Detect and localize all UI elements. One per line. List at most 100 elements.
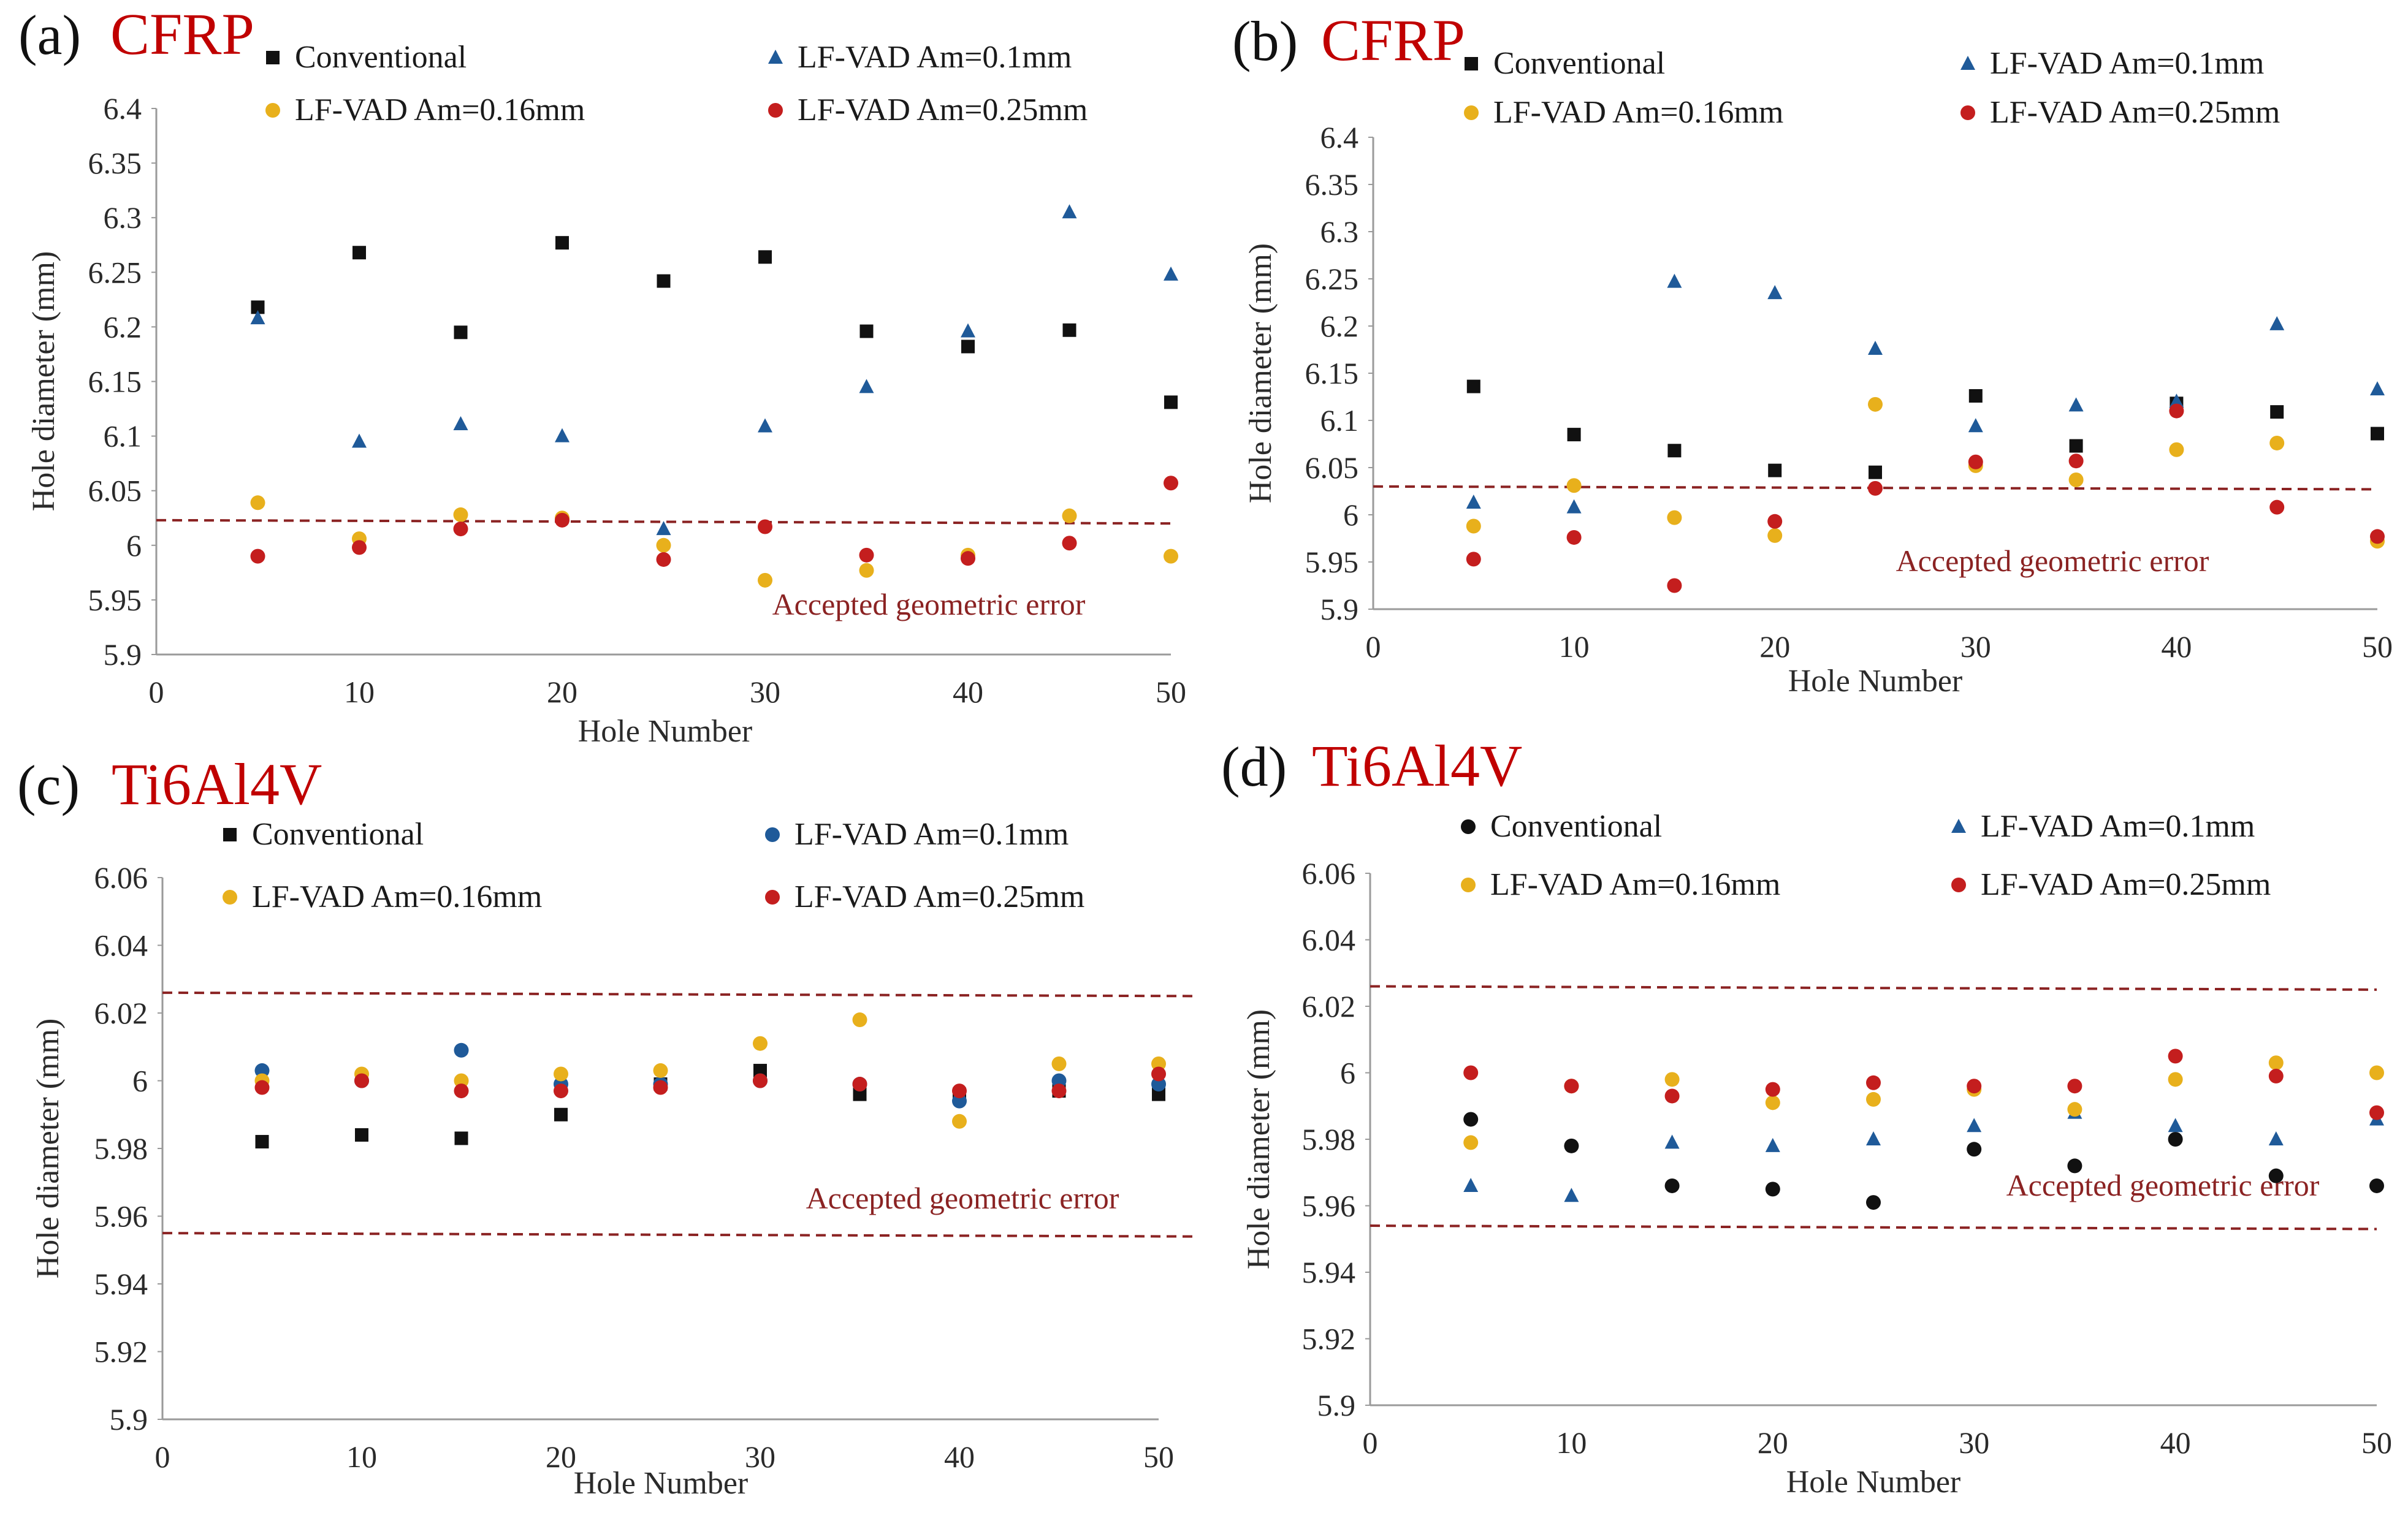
panel-title: Ti6Al4V xyxy=(112,751,322,817)
data-point xyxy=(555,512,570,528)
data-point xyxy=(1151,1077,1166,1092)
data-point xyxy=(352,246,366,260)
x-tick-label: 30 xyxy=(750,675,780,709)
x-tick-label: 0 xyxy=(149,675,164,709)
legend-marker xyxy=(1960,105,1975,120)
data-point xyxy=(961,323,975,338)
chart-panel-1: 5.9 5.95 6 6.05 6.1 6.15 6.2 6.25 6.3 6.35 6.4 0 10 2… xyxy=(18,1,1186,749)
y-tick-label: 5.92 xyxy=(1302,1322,1356,1356)
y-tick-label: 6.25 xyxy=(1305,262,1359,296)
y-tick-label: 6.15 xyxy=(1305,356,1359,390)
x-tick-label: 10 xyxy=(1559,629,1590,664)
reference-line xyxy=(156,518,1172,525)
x-axis-title: Hole Number xyxy=(578,714,752,749)
data-point xyxy=(859,324,874,338)
reference-line-label: Accepted geometric error xyxy=(1896,544,2209,578)
data-point xyxy=(1051,1083,1067,1099)
data-point xyxy=(1466,518,1481,534)
data-point xyxy=(554,1083,568,1099)
data-point xyxy=(2268,1068,2284,1083)
x-axis-title: Hole Number xyxy=(574,1466,748,1501)
data-point xyxy=(453,416,468,430)
data-point xyxy=(2269,499,2285,515)
panel-title: CFRP xyxy=(110,1,254,67)
panel-letter: (c) xyxy=(17,754,80,816)
data-point xyxy=(1567,428,1581,442)
reference-line-label: Accepted geometric error xyxy=(2006,1168,2320,1202)
y-tick-label: 5.9 xyxy=(1320,592,1359,626)
data-point xyxy=(1463,1135,1479,1150)
x-tick-label: 50 xyxy=(1143,1440,1174,1474)
y-tick-label: 6.02 xyxy=(94,996,148,1030)
data-point xyxy=(352,433,367,448)
data-point xyxy=(454,1083,469,1099)
data-point xyxy=(1767,285,1783,300)
reference-line xyxy=(1370,1224,2377,1231)
data-point xyxy=(250,495,265,510)
legend-label: Conventional xyxy=(295,40,467,75)
legend-label: LF-VAD Am=0.16mm xyxy=(252,879,542,914)
data-point xyxy=(1868,480,1883,496)
data-point xyxy=(657,274,671,288)
data-point xyxy=(656,537,671,553)
data-point xyxy=(2169,442,2184,457)
data-point xyxy=(453,522,468,537)
data-point xyxy=(254,1063,270,1078)
y-tick-label: 6.3 xyxy=(104,200,142,235)
data-point xyxy=(2370,529,2385,544)
y-tick-label: 6 xyxy=(132,1064,148,1098)
data-point xyxy=(859,547,874,563)
legend-label: LF-VAD Am=0.1mm xyxy=(1990,46,2264,81)
data-point xyxy=(1564,1138,1579,1153)
data-point xyxy=(1051,1056,1067,1071)
data-point xyxy=(1968,418,1983,433)
data-point xyxy=(1151,1066,1166,1082)
legend-label: LF-VAD Am=0.1mm xyxy=(798,40,1072,75)
data-point xyxy=(454,325,468,340)
data-point xyxy=(2371,427,2384,441)
data-point xyxy=(354,1073,369,1088)
legend-marker xyxy=(765,890,780,905)
data-point xyxy=(1151,1056,1166,1071)
data-point xyxy=(1866,1091,1881,1107)
data-point xyxy=(254,1080,270,1095)
y-tick-label: 6.3 xyxy=(1320,214,1359,249)
y-tick-label: 6.04 xyxy=(1302,923,1356,957)
data-point xyxy=(1062,508,1077,523)
data-point xyxy=(2069,439,2083,453)
data-point xyxy=(1765,1095,1780,1110)
y-tick-label: 6.4 xyxy=(104,91,142,126)
y-tick-label: 5.98 xyxy=(1302,1122,1356,1156)
data-point xyxy=(1765,1082,1780,1097)
y-tick-label: 6 xyxy=(1343,498,1358,532)
data-point xyxy=(2268,1168,2284,1183)
legend-label: Conventional xyxy=(252,817,424,852)
data-point xyxy=(961,551,975,566)
data-point xyxy=(1667,444,1682,458)
chart-panel-4: 5.9 5.92 5.94 5.96 5.98 6 6.02 6.04 6.06 0 10 20 30 4… xyxy=(1221,733,2392,1500)
y-tick-label: 5.92 xyxy=(94,1335,148,1369)
data-point xyxy=(1062,204,1077,219)
legend-label: LF-VAD Am=0.25mm xyxy=(1990,95,2280,130)
data-point xyxy=(355,1128,368,1142)
data-point xyxy=(2269,435,2285,450)
data-point xyxy=(1667,510,1682,525)
legend-marker xyxy=(1960,56,1975,70)
data-point xyxy=(656,552,671,567)
data-point xyxy=(1868,397,1883,412)
data-point xyxy=(2068,472,2084,488)
y-axis-title: Hole diameter (mm) xyxy=(1243,243,1278,504)
panel-letter: (a) xyxy=(18,4,81,66)
data-point xyxy=(758,250,772,264)
data-point xyxy=(1466,552,1481,567)
data-point xyxy=(1566,478,1582,493)
legend-label: Conventional xyxy=(1493,46,1665,81)
data-point xyxy=(2369,1065,2384,1080)
y-tick-label: 6.05 xyxy=(88,474,142,508)
data-point xyxy=(251,300,265,314)
reference-line xyxy=(1370,985,2377,991)
data-point xyxy=(1866,1131,1881,1145)
y-tick-label: 6.15 xyxy=(88,365,142,399)
legend-label: LF-VAD Am=0.1mm xyxy=(1981,809,2255,844)
data-point xyxy=(1463,1065,1479,1080)
